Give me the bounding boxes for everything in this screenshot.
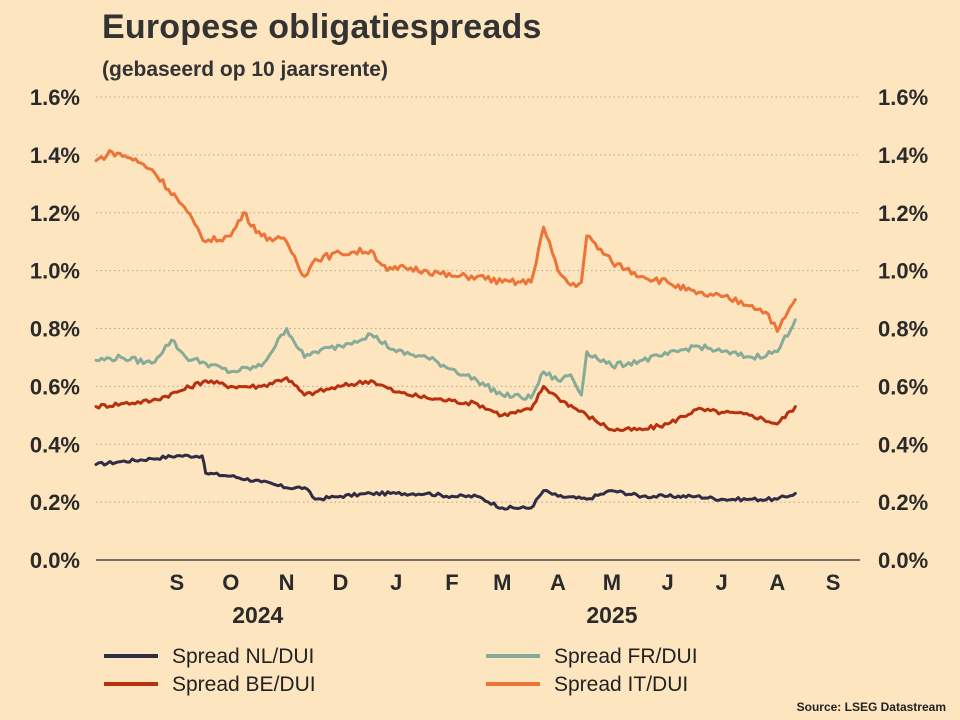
y-tick-label-right: 0.4% [878, 432, 928, 457]
x-tick-label: O [222, 570, 239, 595]
y-tick-label-right: 0.0% [878, 548, 928, 573]
y-tick-label-left: 1.0% [30, 259, 80, 284]
x-tick-label: S [826, 570, 841, 595]
x-tick-label: J [390, 570, 402, 595]
legend-label: Spread FR/DUI [554, 645, 698, 668]
x-axis: S O N D J F M A M J J A S 2024 2025 [170, 570, 841, 628]
y-tick-label-right: 1.4% [878, 143, 928, 168]
legend-label: Spread IT/DUI [554, 673, 688, 696]
x-tick-label: N [279, 570, 295, 595]
x-tick-label: M [493, 570, 511, 595]
y-tick-label-right: 0.8% [878, 317, 928, 342]
series-line-spread-it-dui [94, 149, 797, 333]
x-tick-label: J [715, 570, 727, 595]
y-tick-label-right: 0.6% [878, 374, 928, 399]
x-tick-label: J [662, 570, 674, 595]
chart-title: Europese obligatiespreads [102, 8, 542, 46]
x-tick-label: M [603, 570, 621, 595]
y-tick-label-left: 0.6% [30, 374, 80, 399]
y-tick-label-left: 0.0% [30, 548, 80, 573]
legend-label: Spread BE/DUI [172, 673, 316, 696]
x-tick-label: S [170, 570, 185, 595]
x-tick-label: A [550, 570, 566, 595]
x-tick-label: D [333, 570, 349, 595]
y-tick-label-right: 1.6% [878, 85, 928, 110]
x-year-label: 2025 [586, 602, 637, 628]
legend-label: Spread NL/DUI [172, 645, 314, 668]
x-tick-label: F [445, 570, 458, 595]
source-note: Source: LSEG Datastream [796, 700, 946, 714]
y-tick-label-right: 0.2% [878, 490, 928, 515]
y-axis-right: 0.0% 0.2% 0.4% 0.6% 0.8% 1.0% 1.2% 1.4% 1.6% [878, 85, 928, 573]
series-line-spread-nl-dui [94, 453, 797, 511]
x-tick-label: A [769, 570, 785, 595]
series-line-spread-be-dui [94, 376, 797, 433]
y-tick-label-left: 0.4% [30, 432, 80, 457]
series-line-spread-fr-dui [94, 318, 797, 401]
y-tick-label-left: 0.2% [30, 490, 80, 515]
y-tick-label-left: 1.4% [30, 143, 80, 168]
x-year-label: 2024 [232, 602, 283, 628]
legend: Spread NL/DUI Spread FR/DUI Spread BE/DUI S… [104, 645, 698, 696]
chart-subtitle: (gebaseerd op 10 jaarsrente) [102, 58, 388, 81]
y-tick-label-right: 1.2% [878, 201, 928, 226]
y-tick-label-left: 1.6% [30, 85, 80, 110]
y-tick-label-left: 1.2% [30, 201, 80, 226]
y-tick-label-left: 0.8% [30, 317, 80, 342]
series-lines [94, 149, 797, 511]
y-axis-left: 0.0% 0.2% 0.4% 0.6% 0.8% 1.0% 1.2% 1.4% 1.6% [30, 85, 80, 573]
gridlines [96, 96, 860, 561]
y-tick-label-right: 1.0% [878, 259, 928, 284]
